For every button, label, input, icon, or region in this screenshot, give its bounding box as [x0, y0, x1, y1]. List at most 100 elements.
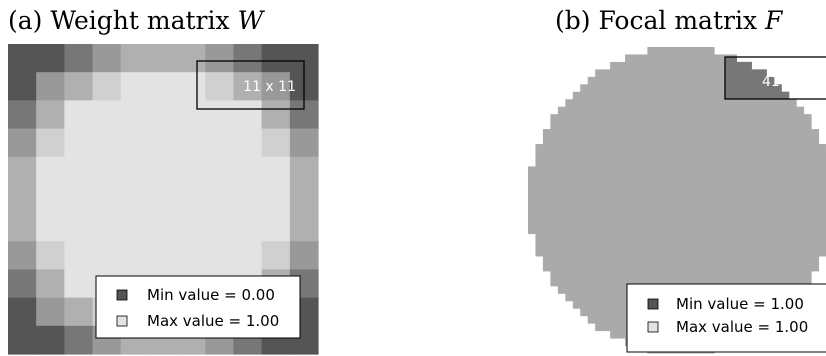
weight-cell [148, 128, 178, 158]
weight-cell [205, 156, 235, 186]
weight-cell [120, 213, 150, 242]
weight-cell [177, 184, 206, 214]
weight-cell [148, 156, 178, 186]
panel-a-title-prefix: (a) Weight matrix [8, 6, 230, 35]
legend-b: Min value = 1.00 Max value = 1.00 [626, 283, 826, 353]
weight-cell [92, 213, 122, 242]
focal-row [528, 211, 826, 220]
weight-cell [64, 72, 94, 101]
legend-b-box [626, 283, 826, 353]
weight-cell [92, 100, 122, 130]
weight-cell [64, 297, 94, 327]
weight-cell [64, 184, 94, 214]
size-label-a: 11 x 11 [243, 79, 296, 95]
weight-cell [233, 184, 263, 214]
focal-row [535, 158, 826, 167]
weight-cell [177, 156, 206, 186]
size-box-b [724, 56, 826, 100]
weight-cell [64, 100, 94, 130]
weight-cell [8, 241, 37, 271]
weight-cell [36, 297, 65, 327]
panel-a-weight-matrix: 11 x 11 Min value = 0.00 Max value = 1.0… [8, 44, 319, 355]
weight-cell [261, 128, 291, 158]
weight-cell [120, 128, 150, 158]
legend-a-min-swatch [116, 289, 128, 301]
focal-row [557, 106, 805, 115]
panel-a-title: (a) Weight matrix W [8, 6, 263, 35]
focal-row [565, 99, 797, 108]
weight-cell [36, 156, 65, 186]
weight-cell [177, 44, 206, 73]
weight-cell [289, 156, 319, 186]
panel-b-title-prefix: (b) Focal matrix [555, 6, 758, 35]
weight-cell [289, 184, 319, 214]
legend-a-max-swatch [116, 315, 128, 327]
focal-overlay-region [725, 57, 790, 99]
panel-b-title: (b) Focal matrix F [555, 6, 782, 35]
weight-cell [36, 72, 65, 101]
focal-row [610, 61, 752, 70]
weight-cell [233, 44, 263, 73]
focal-row [595, 69, 767, 78]
legend-a: Min value = 0.00 Max value = 1.00 [95, 275, 301, 339]
weight-cell [261, 241, 291, 271]
weight-cell [289, 213, 319, 242]
focal-row [587, 76, 775, 85]
focal-row [580, 84, 782, 93]
weight-cell [233, 241, 263, 271]
weight-cell [8, 72, 37, 101]
weight-cell [289, 241, 319, 271]
weight-cell [261, 100, 291, 130]
focal-row [528, 218, 826, 227]
panel-b-focal-matrix: 41 x 41 Min value = 1.00 Max value = 1.0… [528, 47, 826, 354]
focal-row [535, 233, 826, 242]
weight-cell [64, 241, 94, 271]
weight-cell [8, 156, 37, 186]
focal-row [542, 136, 820, 145]
legend-b-max-swatch [647, 321, 659, 333]
weight-cell [36, 213, 65, 242]
weight-cell [261, 72, 291, 101]
weight-cell [8, 297, 37, 327]
size-label-b: 41 x 41 [762, 74, 815, 90]
weight-cell [92, 44, 122, 73]
weight-cell [289, 128, 319, 158]
weight-cell [120, 156, 150, 186]
weight-cell [148, 72, 178, 101]
weight-cell [36, 269, 65, 299]
focal-row [535, 151, 826, 160]
legend-a-box [95, 275, 301, 339]
legend-a-min-label: Min value = 0.00 [147, 286, 275, 304]
weight-cell [205, 44, 235, 73]
weight-cell [64, 269, 94, 299]
focal-row [542, 129, 820, 138]
weight-cell [8, 213, 37, 242]
focal-row [535, 144, 826, 152]
weight-cell [177, 241, 206, 271]
weight-cell [8, 44, 37, 73]
panel-a-title-var: W [237, 6, 264, 35]
legend-b-min-swatch [647, 298, 659, 310]
weight-cell [261, 44, 291, 73]
weight-cell [8, 325, 37, 355]
size-box-a [196, 60, 305, 110]
weight-cell [64, 44, 94, 73]
weight-cell [205, 213, 235, 242]
focal-row [528, 196, 826, 205]
weight-cell [92, 72, 122, 101]
weight-cell [261, 213, 291, 242]
weight-cell [148, 213, 178, 242]
weight-cell [64, 213, 94, 242]
weight-cell [92, 156, 122, 186]
weight-cell [205, 128, 235, 158]
weight-cell [8, 100, 37, 130]
weight-cell [36, 184, 65, 214]
focal-row [528, 173, 826, 182]
legend-b-min-label: Min value = 1.00 [676, 295, 804, 313]
weight-cell [233, 213, 263, 242]
focal-row [542, 263, 820, 272]
weight-cell [233, 72, 263, 101]
weight-cell [233, 128, 263, 158]
weight-cell [261, 156, 291, 186]
weight-cell [148, 184, 178, 214]
